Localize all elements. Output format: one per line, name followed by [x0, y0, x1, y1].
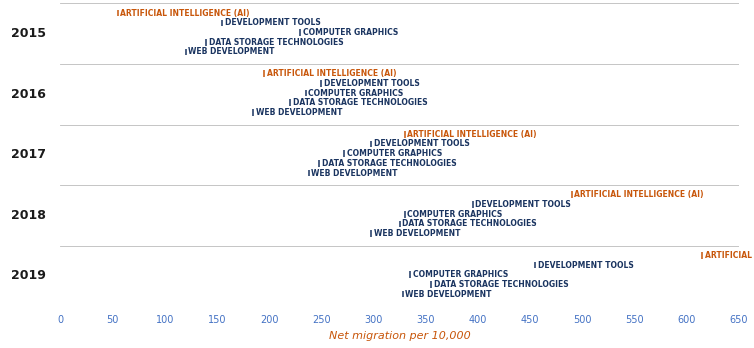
Text: WEB DEVELOPMENT: WEB DEVELOPMENT	[406, 290, 492, 299]
Text: ARTIFICIAL INTELLIGENCE (AI): ARTIFICIAL INTELLIGENCE (AI)	[266, 69, 396, 78]
Text: DEVELOPMENT TOOLS: DEVELOPMENT TOOLS	[225, 18, 320, 27]
Text: WEB DEVELOPMENT: WEB DEVELOPMENT	[311, 168, 398, 177]
Text: WEB DEVELOPMENT: WEB DEVELOPMENT	[256, 108, 342, 117]
Text: COMPUTER GRAPHICS: COMPUTER GRAPHICS	[412, 270, 508, 279]
Text: 2017: 2017	[11, 148, 46, 161]
Text: DATA STORAGE TECHNOLOGIES: DATA STORAGE TECHNOLOGIES	[209, 38, 344, 47]
Text: DEVELOPMENT TOOLS: DEVELOPMENT TOOLS	[538, 261, 633, 270]
Text: DEVELOPMENT TOOLS: DEVELOPMENT TOOLS	[324, 79, 420, 88]
Text: 2016: 2016	[11, 88, 46, 101]
Text: DATA STORAGE TECHNOLOGIES: DATA STORAGE TECHNOLOGIES	[293, 98, 428, 107]
Text: ARTIFICIAL INTELLIGENCE (AI): ARTIFICIAL INTELLIGENCE (AI)	[575, 190, 704, 199]
Text: DATA STORAGE TECHNOLOGIES: DATA STORAGE TECHNOLOGIES	[402, 219, 537, 228]
Text: WEB DEVELOPMENT: WEB DEVELOPMENT	[188, 47, 274, 56]
Text: ARTIFICIAL INTELLIGENCE (AI): ARTIFICIAL INTELLIGENCE (AI)	[407, 130, 537, 139]
Text: 2018: 2018	[11, 209, 46, 222]
Text: 2015: 2015	[11, 27, 46, 40]
Text: COMPUTER GRAPHICS: COMPUTER GRAPHICS	[308, 89, 403, 97]
Text: ARTIFICIAL INTELLIGENCE (AI): ARTIFICIAL INTELLIGENCE (AI)	[705, 251, 754, 260]
Text: 2019: 2019	[11, 269, 46, 283]
Text: ARTIFICIAL INTELLIGENCE (AI): ARTIFICIAL INTELLIGENCE (AI)	[121, 9, 250, 18]
Text: COMPUTER GRAPHICS: COMPUTER GRAPHICS	[407, 210, 503, 219]
Text: DATA STORAGE TECHNOLOGIES: DATA STORAGE TECHNOLOGIES	[434, 280, 569, 289]
X-axis label: Net migration per 10,000: Net migration per 10,000	[329, 331, 470, 341]
Text: DEVELOPMENT TOOLS: DEVELOPMENT TOOLS	[374, 140, 470, 149]
Text: DATA STORAGE TECHNOLOGIES: DATA STORAGE TECHNOLOGIES	[322, 159, 456, 168]
Text: COMPUTER GRAPHICS: COMPUTER GRAPHICS	[347, 149, 442, 158]
Text: WEB DEVELOPMENT: WEB DEVELOPMENT	[374, 229, 461, 238]
Text: COMPUTER GRAPHICS: COMPUTER GRAPHICS	[303, 28, 398, 37]
Text: DEVELOPMENT TOOLS: DEVELOPMENT TOOLS	[475, 200, 571, 209]
